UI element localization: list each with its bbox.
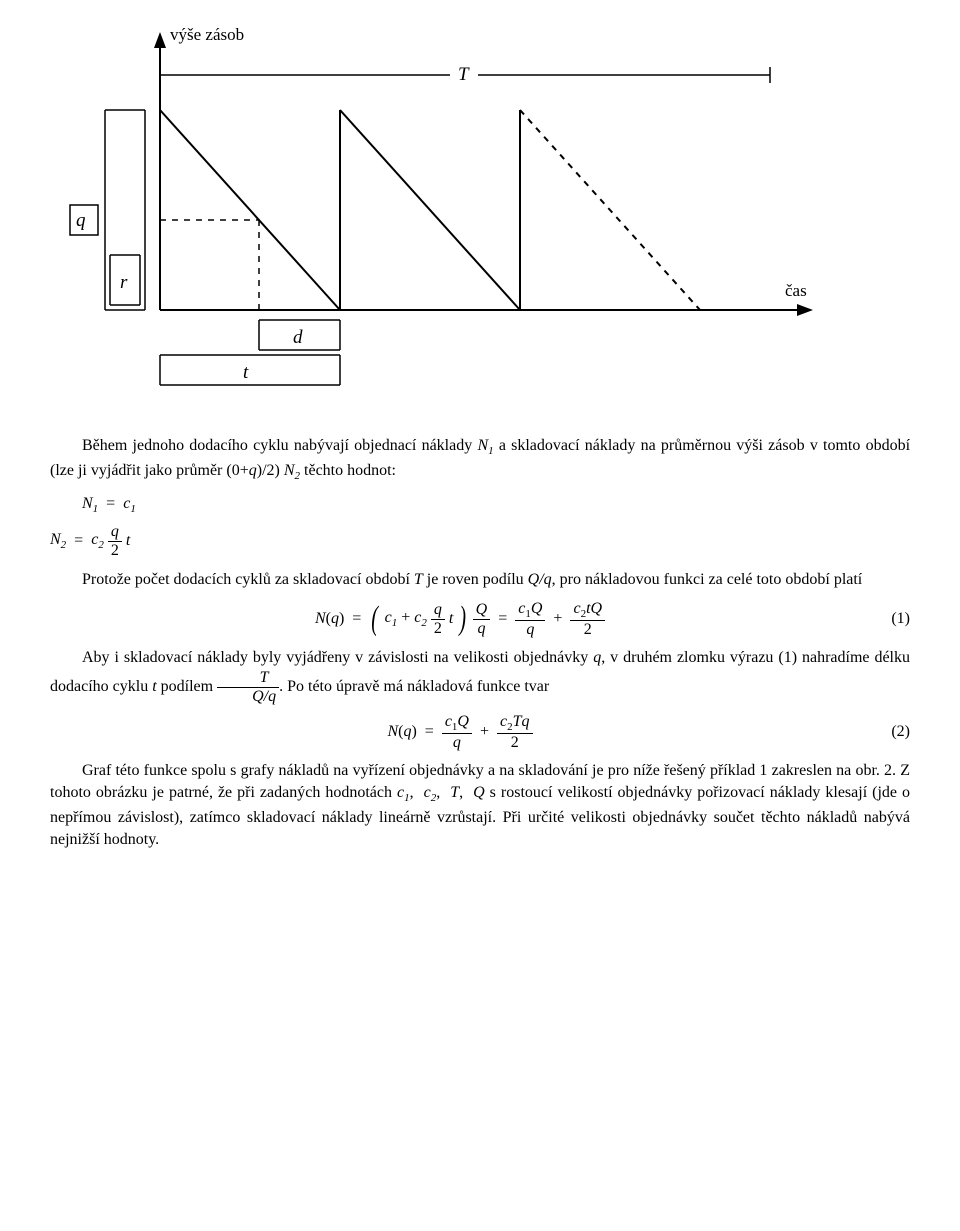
paragraph-1: Během jednoho dodacího cyklu nabývají ob… <box>50 435 910 484</box>
equation-1: N(q) = ( c1 + c2 q2 t ) Qq = c1Qq + c2tQ… <box>50 600 910 639</box>
eq-N2: N2 = c2 q2 t <box>50 523 910 559</box>
equation-2: N(q) = c1Qq + c2Tq2 (2) <box>50 713 910 752</box>
eq-number-2: (2) <box>870 721 910 743</box>
paragraph-2: Protože počet dodacích cyklů za skladova… <box>50 569 910 591</box>
T-label: T <box>458 64 470 85</box>
t-label: t <box>243 362 249 383</box>
q-label: q <box>76 210 86 231</box>
stock-level-diagram: výše zásob čas T q <box>50 20 910 407</box>
r-label: r <box>120 272 128 293</box>
y-axis-label: výše zásob <box>170 25 244 44</box>
paragraph-3: Aby i skladovací náklady byly vyjádřeny … <box>50 647 910 706</box>
eq-N1: N1 = c1 <box>82 493 910 518</box>
eq-number-1: (1) <box>870 608 910 630</box>
d-label: d <box>293 327 303 348</box>
x-axis-label: čas <box>785 281 807 300</box>
paragraph-4: Graf této funkce spolu s grafy nákladů n… <box>50 760 910 852</box>
